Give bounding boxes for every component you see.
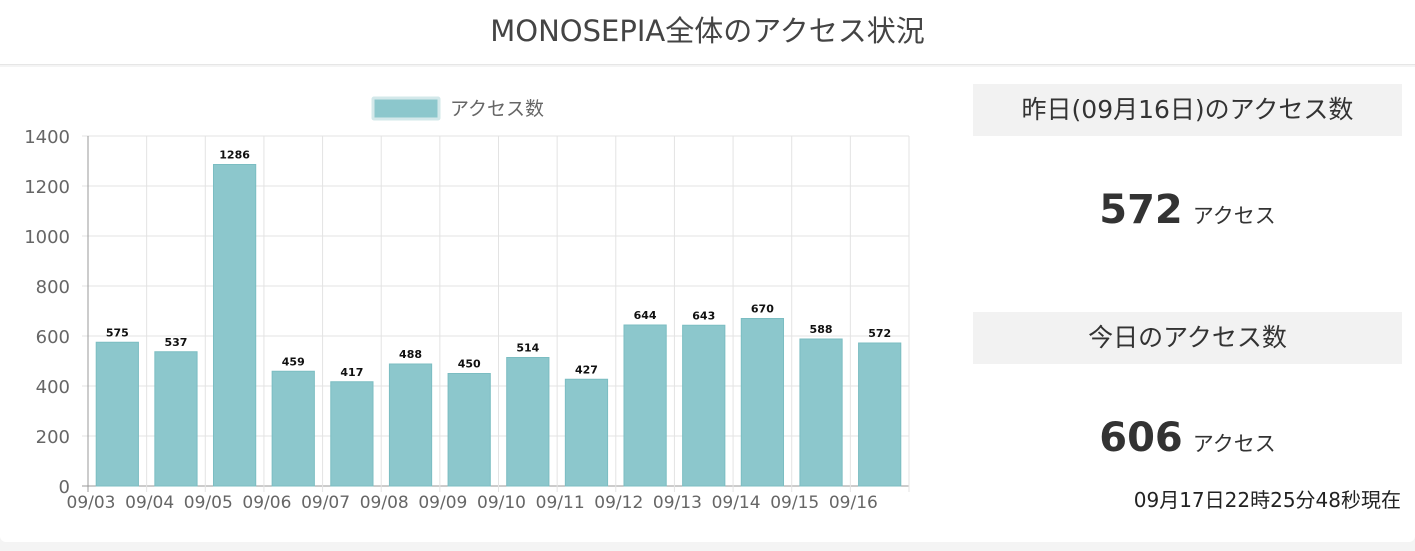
x-tick-label: 09/16 <box>829 493 878 513</box>
legend-label: アクセス数 <box>450 98 544 120</box>
bar-value-label: 1286 <box>219 149 250 162</box>
bar-09-05[interactable] <box>212 164 257 487</box>
chart-axes: 0 200 400 600 800 1000 1200 1400 09/03 09/04 09/05… <box>24 127 878 513</box>
x-tick-label: 09/06 <box>242 493 291 513</box>
stats-panel: 575 537 1286 459 417 488 450 514 427 644 643 670 588… <box>0 67 1415 542</box>
bar-09-13[interactable] <box>682 324 726 487</box>
y-tick-label: 1400 <box>24 127 70 148</box>
x-tick-label: 09/14 <box>712 493 761 513</box>
bar-09-08[interactable] <box>388 363 433 487</box>
x-tick-label: 09/09 <box>418 493 467 513</box>
x-tick-label: 09/07 <box>301 493 350 513</box>
x-tick-label: 09/03 <box>67 493 116 513</box>
bar-chart: 575 537 1286 459 417 488 450 514 427 644 643 670 588… <box>24 96 910 513</box>
x-tick-label: 09/04 <box>125 493 174 513</box>
x-tick-label: 09/08 <box>360 493 409 513</box>
chart-grid <box>82 135 910 492</box>
bar-value-label: 514 <box>516 342 539 355</box>
bar-value-label: 450 <box>458 358 481 371</box>
bar-09-09[interactable] <box>447 373 491 487</box>
bar-value-label: 417 <box>340 366 363 379</box>
bar-09-03[interactable] <box>95 341 139 487</box>
today-count-unit: アクセス <box>1192 432 1276 456</box>
bar-value-label: 459 <box>282 355 305 368</box>
bar-value-label: 643 <box>692 309 715 322</box>
header: MONOSEPIA全体のアクセス状況 <box>0 0 1415 65</box>
yesterday-count-value: 572 <box>1099 187 1183 233</box>
bar-value-label: 488 <box>399 348 422 361</box>
x-tick-label: 09/11 <box>536 493 585 513</box>
bar-09-06[interactable] <box>271 370 315 487</box>
bar-09-15[interactable] <box>799 338 843 487</box>
bar-value-label: 537 <box>164 336 187 349</box>
updated-timestamp: 09月17日22時25分48秒現在 <box>1133 488 1401 512</box>
yesterday-count-unit: アクセス <box>1192 204 1276 228</box>
bar-value-label: 575 <box>106 326 129 339</box>
x-tick-label: 09/12 <box>594 493 643 513</box>
x-tick-label: 09/10 <box>477 493 526 513</box>
today-count-value: 606 <box>1099 415 1183 461</box>
today-heading: 今日のアクセス数 <box>973 312 1402 364</box>
y-tick-label: 200 <box>36 427 70 448</box>
page-title: MONOSEPIA全体のアクセス状況 <box>490 14 925 48</box>
legend-swatch <box>371 96 441 121</box>
yesterday-count: 572 アクセス <box>973 187 1402 233</box>
bar-09-04[interactable] <box>154 351 198 487</box>
y-tick-label: 1000 <box>24 227 70 248</box>
bar-value-label: 588 <box>810 323 833 336</box>
yesterday-heading: 昨日(09月16日)のアクセス数 <box>973 84 1402 136</box>
bar-09-07[interactable] <box>330 381 374 487</box>
bar-09-11[interactable] <box>564 378 609 487</box>
bar-09-14[interactable] <box>740 318 785 487</box>
y-tick-label: 800 <box>36 277 70 298</box>
x-tick-label: 09/15 <box>770 493 819 513</box>
y-tick-label: 600 <box>36 327 70 348</box>
bar-value-label: 572 <box>868 327 891 340</box>
y-tick-label: 400 <box>36 377 70 398</box>
y-tick-label: 1200 <box>24 177 70 198</box>
bar-09-12[interactable] <box>623 324 667 487</box>
x-tick-label: 09/05 <box>184 493 233 513</box>
bar-value-label: 644 <box>634 309 657 322</box>
chart-bars <box>95 164 902 487</box>
bar-value-label: 670 <box>751 303 774 316</box>
bar-09-16[interactable] <box>858 342 902 487</box>
access-chart: 575 537 1286 459 417 488 450 514 427 644 643 670 588… <box>0 67 940 542</box>
bar-09-10[interactable] <box>506 357 550 487</box>
chart-data-labels: 575 537 1286 459 417 488 450 514 427 644 643 670 588… <box>106 149 891 379</box>
y-tick-label: 0 <box>59 477 70 498</box>
x-tick-label: 09/13 <box>653 493 702 513</box>
chart-legend[interactable]: アクセス数 <box>371 96 544 121</box>
today-count: 606 アクセス <box>973 415 1402 461</box>
bar-value-label: 427 <box>575 363 598 376</box>
